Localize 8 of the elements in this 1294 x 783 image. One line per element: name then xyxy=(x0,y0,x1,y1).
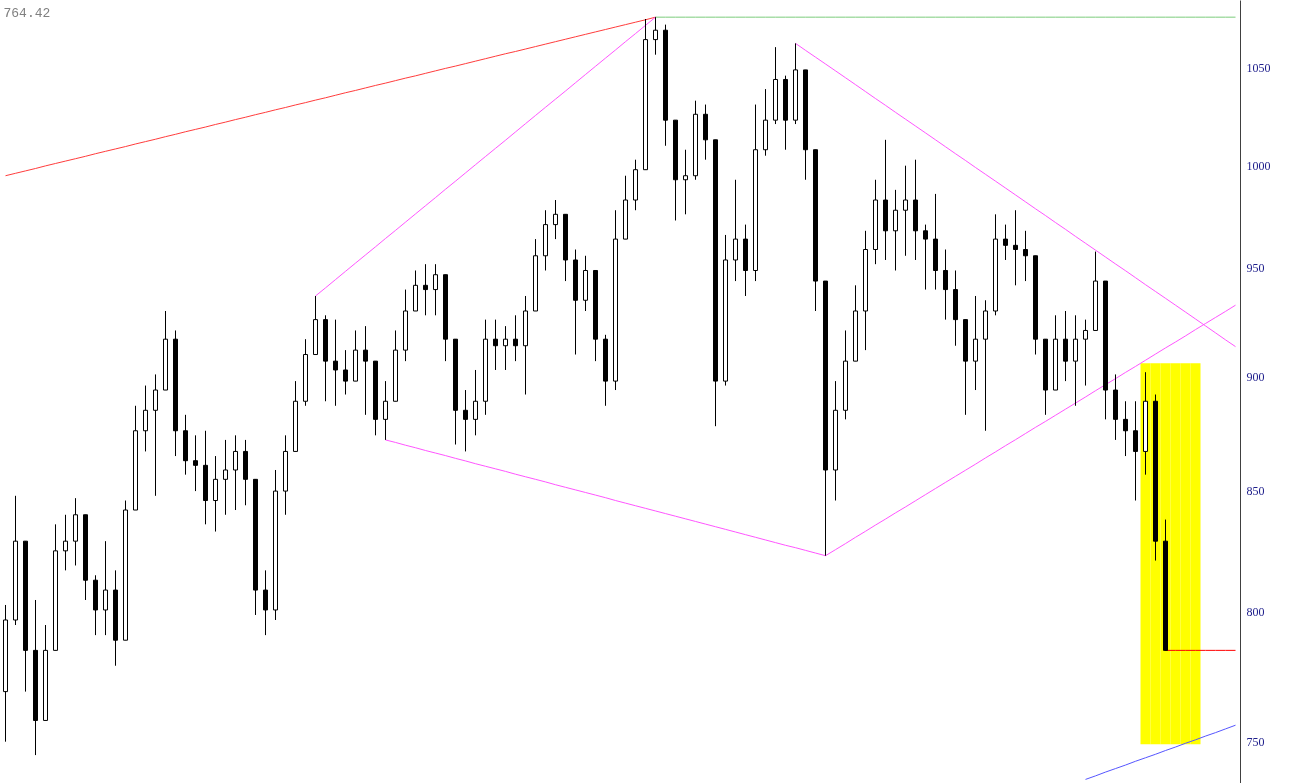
y-tick-label: 750 xyxy=(1246,734,1265,749)
annotation: 764.42 xyxy=(3,5,51,21)
y-tick-label: 850 xyxy=(1246,484,1265,499)
y-tick-label: 1050 xyxy=(1246,61,1271,75)
y-tick-label: 950 xyxy=(1246,261,1265,276)
y-tick-label: 900 xyxy=(1246,369,1265,384)
y-tick-label: 800 xyxy=(1246,605,1265,620)
y-tick-label: 1000 xyxy=(1246,158,1271,173)
